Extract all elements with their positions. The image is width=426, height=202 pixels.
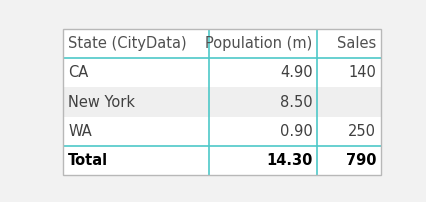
Text: 8.50: 8.50 xyxy=(279,95,312,109)
Bar xyxy=(63,117,380,146)
Text: 250: 250 xyxy=(348,124,375,139)
Text: State (CityData): State (CityData) xyxy=(68,36,186,51)
Text: 140: 140 xyxy=(348,65,375,80)
Text: 790: 790 xyxy=(345,153,375,168)
Text: WA: WA xyxy=(68,124,92,139)
Text: Sales: Sales xyxy=(336,36,375,51)
Text: New York: New York xyxy=(68,95,135,109)
Text: Population (m): Population (m) xyxy=(205,36,312,51)
Text: Total: Total xyxy=(68,153,108,168)
Bar xyxy=(63,58,380,87)
Text: 14.30: 14.30 xyxy=(266,153,312,168)
Text: 4.90: 4.90 xyxy=(279,65,312,80)
Text: CA: CA xyxy=(68,65,88,80)
Text: 0.90: 0.90 xyxy=(279,124,312,139)
Bar xyxy=(63,87,380,117)
